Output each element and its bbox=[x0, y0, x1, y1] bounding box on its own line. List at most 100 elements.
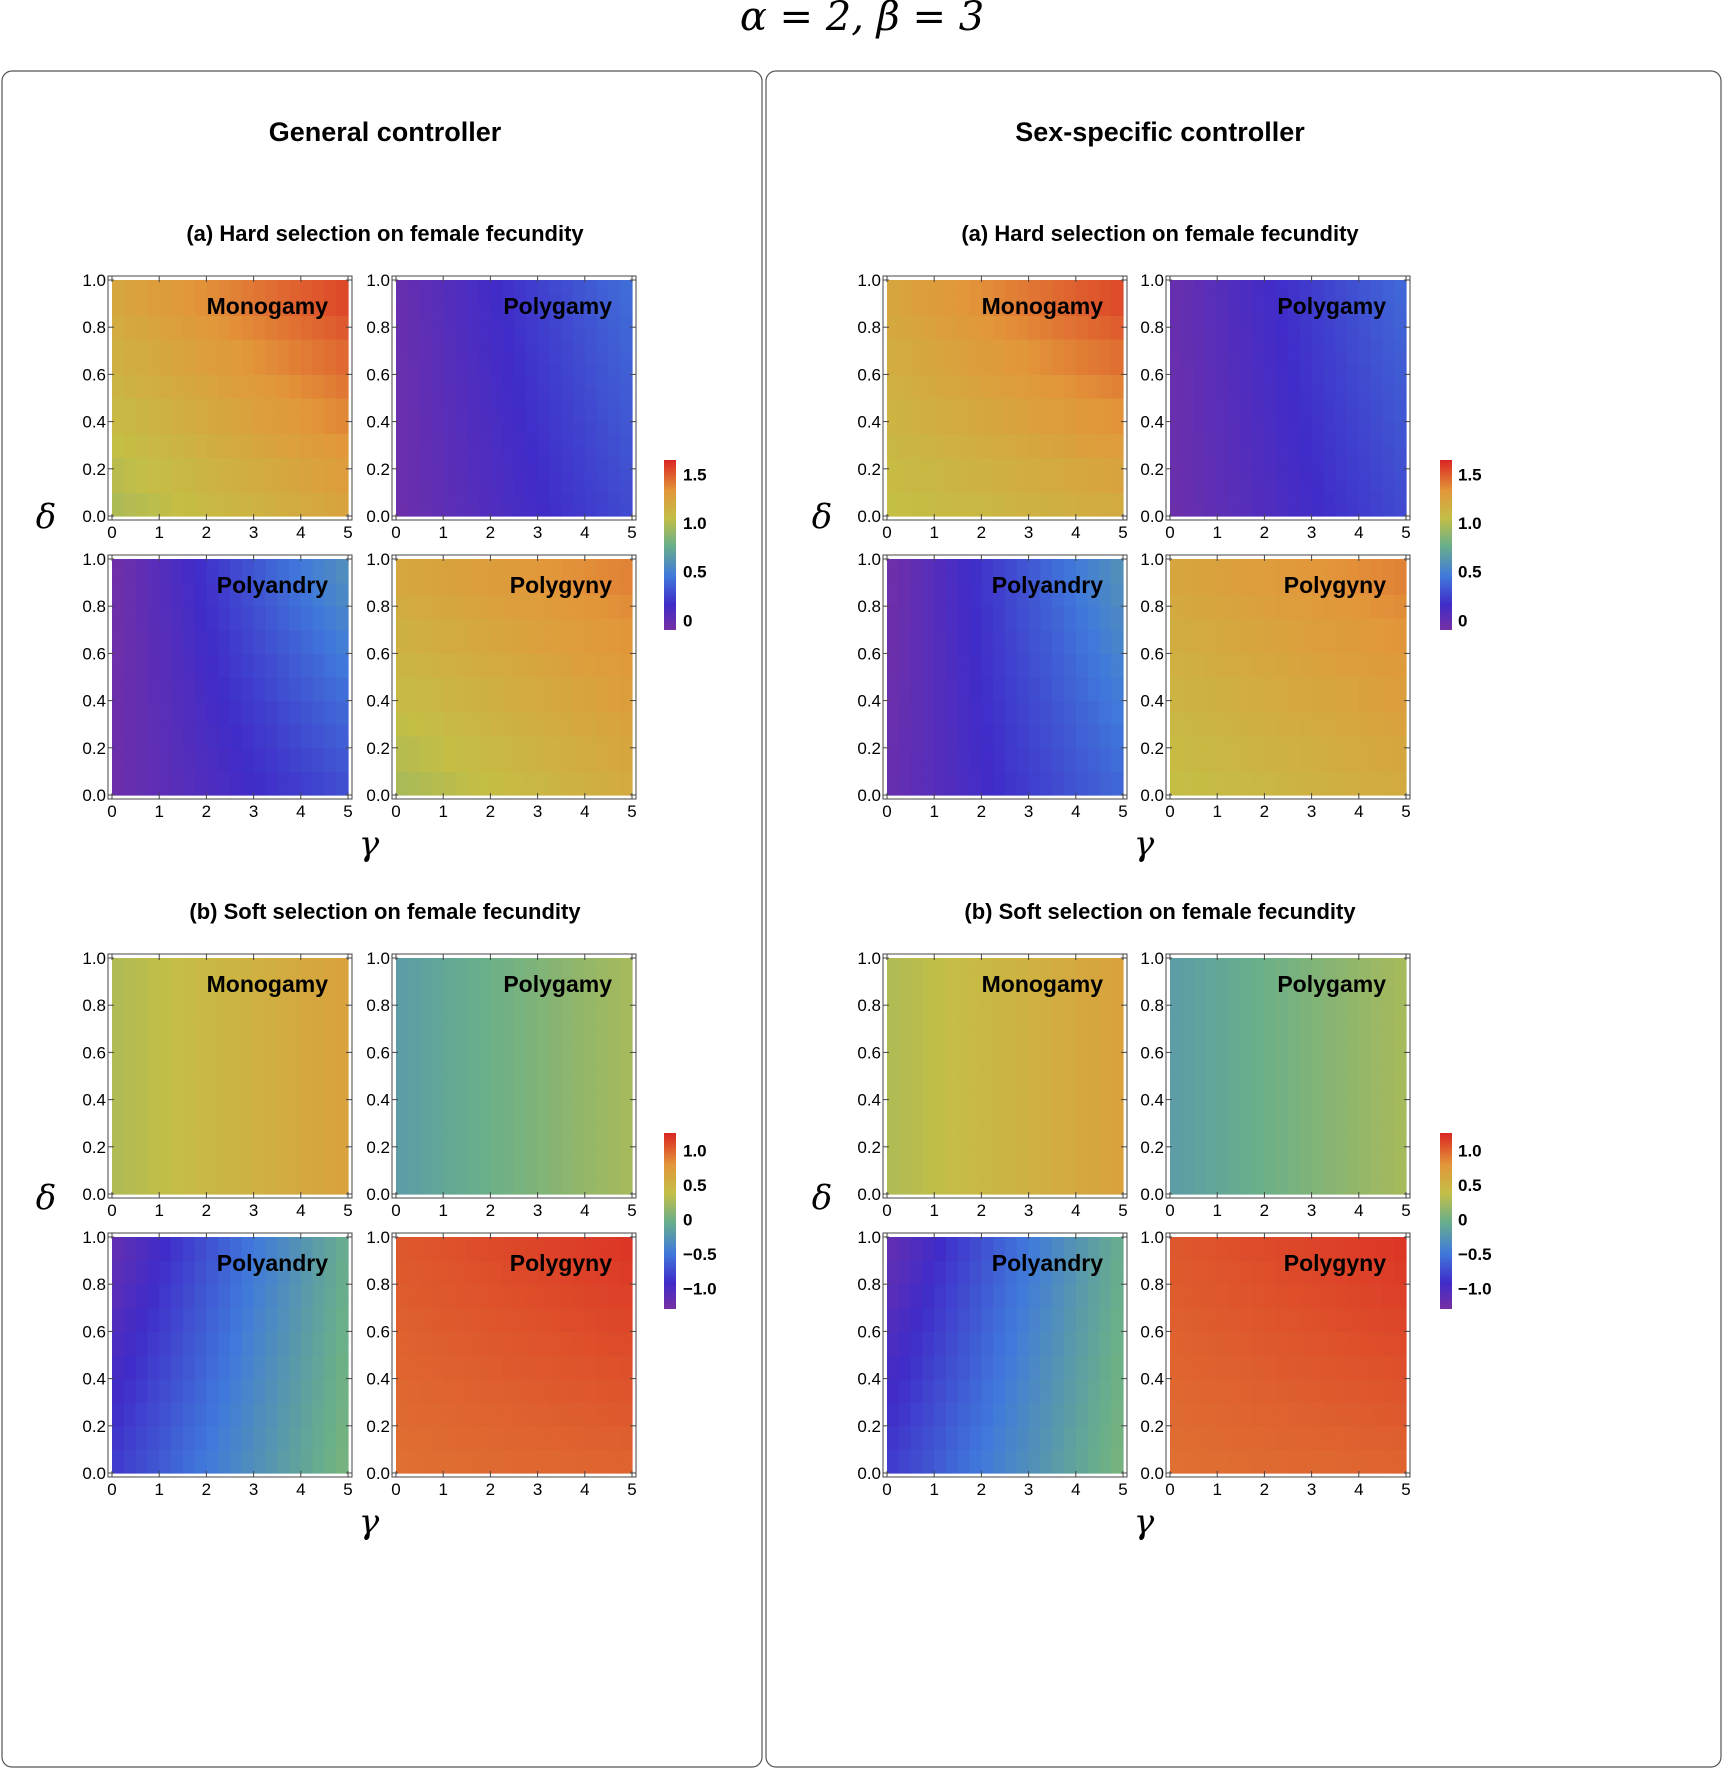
heat-cell bbox=[1323, 433, 1335, 445]
heat-cell bbox=[502, 1308, 514, 1320]
heat-cell bbox=[490, 1159, 502, 1171]
heat-cell bbox=[922, 760, 934, 772]
heat-cell bbox=[230, 1029, 242, 1041]
heat-cell bbox=[479, 594, 491, 606]
heat-cell bbox=[467, 606, 479, 618]
heat-cell bbox=[313, 1005, 325, 1017]
heat-cell bbox=[431, 422, 443, 434]
heat-cell bbox=[242, 1123, 254, 1135]
heat-cell bbox=[455, 559, 467, 571]
heat-cell bbox=[147, 410, 159, 422]
heat-cell bbox=[313, 492, 325, 504]
heat-cell bbox=[136, 559, 148, 571]
heat-cell bbox=[230, 665, 242, 677]
heat-cell bbox=[585, 1135, 597, 1147]
heat-cell bbox=[195, 398, 207, 410]
heat-cell bbox=[195, 1390, 207, 1402]
heat-cell bbox=[561, 1237, 573, 1249]
heat-cell bbox=[147, 304, 159, 316]
heat-cell bbox=[490, 559, 502, 571]
heat-cell bbox=[420, 469, 432, 481]
heat-cell bbox=[479, 339, 491, 351]
heat-cell bbox=[265, 1017, 277, 1029]
y-tick-label: 1.0 bbox=[366, 1228, 390, 1247]
heat-cell bbox=[1017, 783, 1029, 795]
heat-cell bbox=[301, 410, 313, 422]
heat-cell bbox=[324, 1064, 336, 1076]
heat-cell bbox=[136, 1296, 148, 1308]
heat-cell bbox=[336, 736, 348, 748]
heat-cell bbox=[1217, 583, 1229, 595]
heat-cell bbox=[585, 351, 597, 363]
heat-cell bbox=[195, 559, 207, 571]
heat-cell bbox=[1088, 280, 1100, 292]
heat-cell bbox=[159, 712, 171, 724]
heat-cell bbox=[136, 783, 148, 795]
heat-cell bbox=[1040, 492, 1052, 504]
heat-cell bbox=[1099, 724, 1111, 736]
heat-cell bbox=[526, 1005, 538, 1017]
heat-cell bbox=[1017, 280, 1029, 292]
heat-cell bbox=[887, 594, 899, 606]
x-tick-label: 2 bbox=[202, 523, 211, 542]
heat-cell bbox=[1229, 351, 1241, 363]
heat-cell bbox=[899, 410, 911, 422]
heat-cell bbox=[1217, 422, 1229, 434]
heat-cell bbox=[289, 1367, 301, 1379]
heat-cell bbox=[1064, 689, 1076, 701]
heat-cell bbox=[899, 304, 911, 316]
heat-cell bbox=[1088, 386, 1100, 398]
heat-cell bbox=[1017, 445, 1029, 457]
heat-cell bbox=[242, 1170, 254, 1182]
heat-cell bbox=[324, 689, 336, 701]
heat-cell bbox=[171, 433, 183, 445]
heat-cell bbox=[467, 1261, 479, 1273]
heat-cell bbox=[408, 292, 420, 304]
heat-cell bbox=[230, 958, 242, 970]
heat-cell bbox=[443, 1438, 455, 1450]
heat-cell bbox=[958, 398, 970, 410]
heat-cell bbox=[324, 606, 336, 618]
heat-cell bbox=[183, 1182, 195, 1194]
heat-cell bbox=[336, 958, 348, 970]
heat-cell bbox=[1099, 410, 1111, 422]
heat-cell bbox=[490, 1320, 502, 1332]
heat-cell bbox=[887, 724, 899, 736]
heat-cell bbox=[1111, 783, 1123, 795]
heat-cell bbox=[1017, 724, 1029, 736]
heat-cell bbox=[242, 363, 254, 375]
heat-cell bbox=[1205, 571, 1217, 583]
heat-cell bbox=[597, 398, 609, 410]
heat-cell bbox=[958, 618, 970, 630]
heat-cell bbox=[289, 1052, 301, 1064]
heat-cell bbox=[899, 351, 911, 363]
heat-cell bbox=[1217, 410, 1229, 422]
heat-cell bbox=[136, 701, 148, 713]
heat-cell bbox=[1111, 571, 1123, 583]
heat-cell bbox=[958, 760, 970, 772]
heat-cell bbox=[336, 1159, 348, 1171]
heat-cell bbox=[1335, 280, 1347, 292]
heat-cell bbox=[171, 571, 183, 583]
heat-cell bbox=[431, 1029, 443, 1041]
heat-cell bbox=[1205, 748, 1217, 760]
heat-cell bbox=[538, 712, 550, 724]
heat-cell bbox=[230, 1461, 242, 1473]
heat-cell bbox=[1170, 783, 1182, 795]
heat-cell bbox=[136, 1029, 148, 1041]
heat-cell bbox=[573, 1159, 585, 1171]
heat-cell bbox=[1088, 374, 1100, 386]
heat-cell bbox=[230, 559, 242, 571]
heat-cell bbox=[1205, 724, 1217, 736]
heat-cell bbox=[549, 1064, 561, 1076]
heat-cell bbox=[1371, 374, 1383, 386]
heat-cell bbox=[490, 677, 502, 689]
heat-cell bbox=[479, 677, 491, 689]
heat-cell bbox=[147, 1379, 159, 1391]
heat-cell bbox=[597, 1147, 609, 1159]
heat-cell bbox=[230, 386, 242, 398]
panel-label: Polygamy bbox=[1277, 293, 1386, 319]
heat-cell bbox=[538, 1029, 550, 1041]
heat-cell bbox=[147, 958, 159, 970]
heat-cell bbox=[911, 771, 923, 783]
